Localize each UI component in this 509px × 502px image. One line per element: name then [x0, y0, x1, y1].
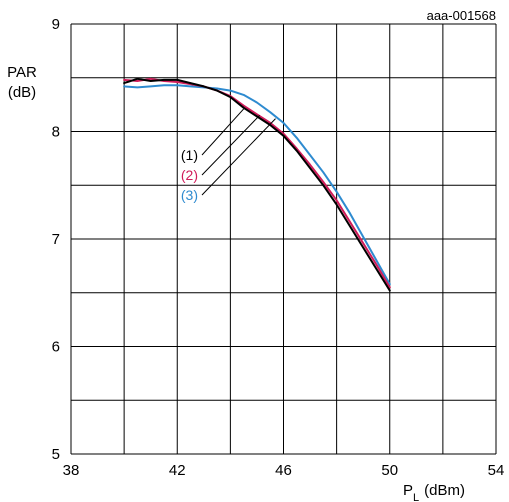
plot-grid	[70, 23, 497, 455]
y-axis-label-line2: (dB)	[8, 84, 36, 101]
x-tick-label: 38	[63, 462, 80, 479]
y-tick-label: 5	[52, 446, 60, 463]
x-axis-label-main: P	[403, 482, 413, 499]
data-series	[123, 77, 391, 292]
legend-label-2: (2)	[181, 167, 198, 183]
x-tick-label: 46	[275, 462, 292, 479]
legend-label-3: (3)	[181, 187, 198, 203]
legend-label-1: (1)	[181, 147, 198, 163]
series-line-2	[123, 77, 391, 289]
legend-leader-line-2	[201, 115, 260, 176]
x-axis-tick-labels: 38 42 46 50 54	[63, 462, 505, 479]
series-legend: (1) (2) (3)	[181, 108, 276, 203]
x-tick-label: 42	[169, 462, 186, 479]
y-tick-label: 8	[52, 124, 60, 141]
y-axis-label-line1: PAR	[7, 64, 37, 81]
series-line-1	[123, 77, 391, 292]
y-tick-label: 7	[52, 231, 60, 248]
x-axis-label: PL (dBm)	[403, 482, 465, 502]
y-tick-label: 9	[52, 16, 60, 33]
y-tick-label: 6	[52, 339, 60, 356]
x-tick-label: 50	[381, 462, 398, 479]
y-axis-tick-labels: 5 6 7 8 9	[52, 16, 60, 463]
x-axis-label-subscript: L	[413, 492, 419, 502]
figure-reference-code: aaa-001568	[427, 8, 496, 23]
series-line-3	[123, 84, 391, 286]
legend-leader-line-1	[201, 108, 245, 156]
x-tick-label: 54	[488, 462, 505, 479]
legend-leader-line-3	[201, 118, 276, 196]
x-axis-label-unit: (dBm)	[424, 482, 465, 499]
